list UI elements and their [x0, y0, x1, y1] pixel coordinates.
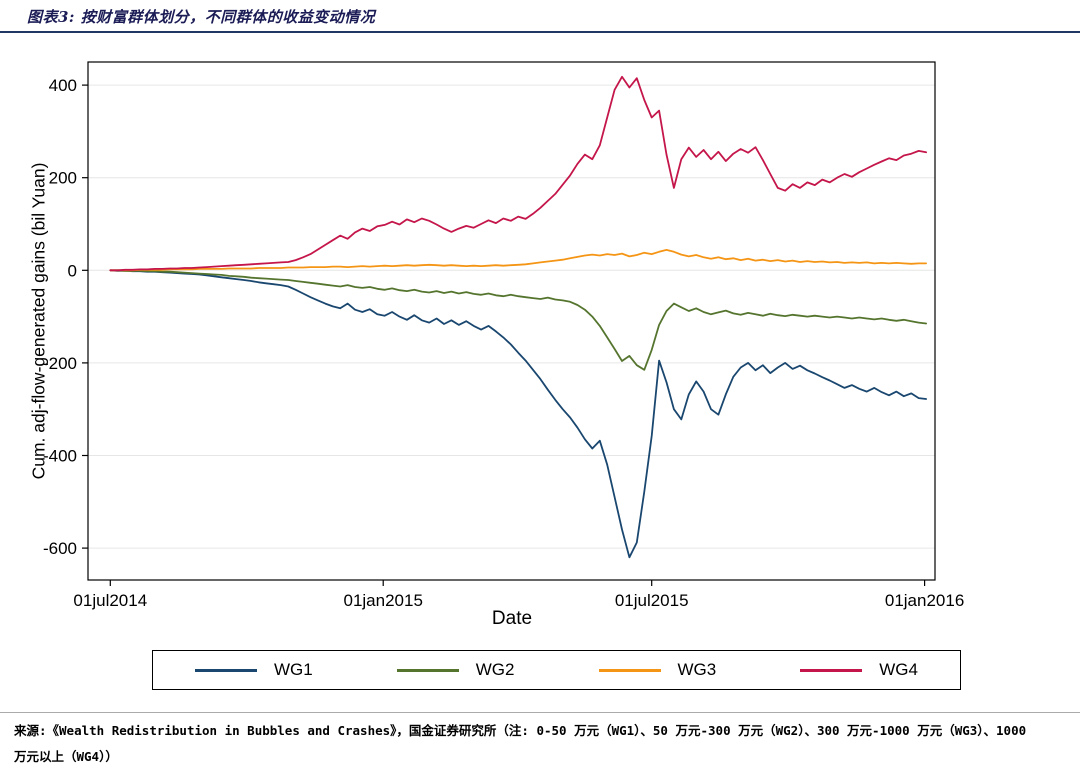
source-note: 来源:《Wealth Redistribution in Bubbles and… — [14, 718, 1070, 770]
plot-canvas: 400 200 0 -200 -400 -600 01jul2014 01jan2015 01j… — [43, 61, 964, 610]
legend-line-wg4 — [800, 668, 863, 672]
y-axis-title: Cum. adj-flow-generated gains (bil Yuan) — [28, 162, 49, 480]
legend-label-wg1: WG1 — [274, 660, 313, 679]
x-tick-label: 01jul2015 — [615, 591, 689, 610]
series-line-wg3 — [109, 248, 927, 272]
legend-label-wg2: WG2 — [475, 660, 515, 679]
legend-item-wg3: WG3 — [557, 660, 759, 680]
legend-label-wg3: WG3 — [677, 660, 717, 679]
y-tick-label: -400 — [43, 447, 77, 466]
series-line-wg1 — [109, 269, 927, 559]
series-line-wg4 — [109, 75, 927, 272]
series-line-wg2 — [109, 269, 927, 371]
y-tick-label: -600 — [43, 539, 77, 558]
y-tick-label: -200 — [43, 354, 77, 373]
y-tick-label: 200 — [49, 169, 77, 188]
title-divider — [0, 31, 1080, 33]
plot-border — [87, 61, 936, 581]
y-tick-label: 0 — [68, 261, 77, 280]
y-tick-label: 400 — [49, 76, 77, 95]
legend-item-wg1: WG1 — [153, 660, 355, 680]
x-tick-label: 01jan2016 — [885, 591, 964, 610]
legend-item-wg2: WG2 — [355, 660, 557, 680]
x-axis-title: Date — [491, 608, 533, 629]
legend-line-wg3 — [598, 668, 661, 672]
legend-line-wg1 — [195, 668, 257, 672]
legend-item-wg4: WG4 — [758, 660, 960, 680]
x-tick-label: 01jul2014 — [73, 591, 147, 610]
legend-label-wg4: WG4 — [879, 660, 918, 679]
x-tick-label: 01jan2015 — [343, 591, 422, 610]
footer-divider — [0, 712, 1080, 713]
legend-line-wg2 — [396, 668, 459, 672]
source-note-line1: 来源:《Wealth Redistribution in Bubbles and… — [14, 723, 1027, 738]
report-title: 图表3: 按财富群体划分，不同群体的收益变动情况 — [27, 8, 376, 26]
source-note-line2: 万元以上（WG4）） — [14, 749, 118, 764]
legend: WG1 WG2 WG3 WG4 — [152, 650, 961, 690]
